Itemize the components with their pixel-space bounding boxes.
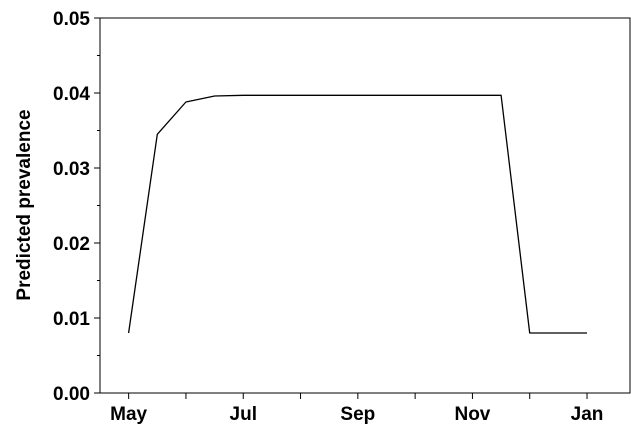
x-axis: May Jul Sep Nov Jan xyxy=(110,393,603,425)
plot-frame xyxy=(99,17,631,394)
y-axis-title: Predicted prevalence xyxy=(14,109,35,300)
x-tick-label: Jul xyxy=(230,404,257,425)
series-line xyxy=(127,94,587,334)
x-tick-label: Nov xyxy=(454,404,490,425)
y-tick-label: 0.04 xyxy=(53,84,90,105)
y-tick-label: 0.03 xyxy=(53,159,90,180)
y-tick-label: 0.00 xyxy=(53,384,90,405)
x-tick-label: Sep xyxy=(340,404,375,425)
y-tick-label: 0.01 xyxy=(53,309,90,330)
y-tick-label: 0.02 xyxy=(53,234,90,255)
x-tick-label: Jan xyxy=(571,404,604,425)
x-tick-label: May xyxy=(110,404,147,425)
y-axis: 0.00 0.01 0.02 0.03 0.04 0.05 xyxy=(53,9,100,405)
series-group xyxy=(127,94,587,334)
y-tick-label: 0.05 xyxy=(53,9,90,30)
